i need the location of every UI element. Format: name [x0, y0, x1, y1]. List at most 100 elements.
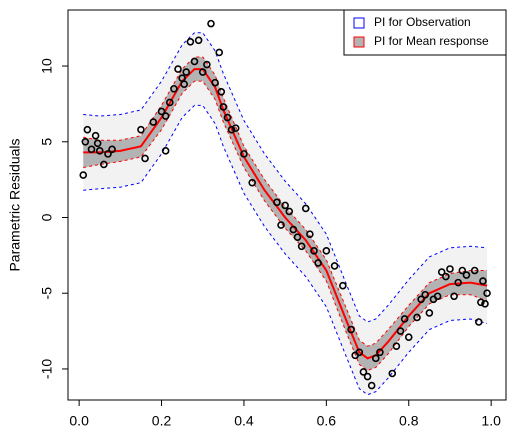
point [182, 68, 191, 76]
point [392, 342, 401, 351]
x-tick-label: 0.0 [69, 413, 89, 429]
point [475, 318, 483, 326]
point [141, 154, 149, 163]
point [421, 290, 430, 299]
point [161, 112, 170, 120]
point [355, 348, 364, 357]
x-tick-label: 0.2 [152, 413, 172, 429]
point [396, 327, 405, 335]
point [289, 225, 298, 234]
point [165, 98, 174, 107]
point [83, 125, 92, 134]
point [446, 265, 454, 273]
point [347, 325, 355, 334]
point [413, 313, 421, 322]
point [277, 221, 285, 229]
plot-frame [67, 9, 507, 401]
point [454, 278, 463, 287]
point [481, 300, 489, 308]
point [376, 348, 384, 357]
point [87, 145, 96, 154]
y-tick-label: -5 [39, 287, 55, 300]
point [137, 125, 145, 134]
legend-box [343, 9, 507, 56]
point [207, 19, 215, 28]
point [149, 118, 158, 126]
point [186, 38, 195, 46]
point [219, 103, 228, 111]
y-axis-title: Parametric Residuals [7, 138, 23, 271]
point [273, 198, 281, 207]
legend-swatch [353, 17, 365, 29]
point [217, 87, 226, 96]
point [227, 125, 236, 134]
point [223, 113, 232, 122]
point [174, 65, 182, 73]
legend-swatch [353, 36, 365, 48]
point [293, 233, 302, 241]
x-tick-label: 0.8 [399, 413, 419, 429]
point [203, 60, 211, 69]
point [483, 289, 491, 298]
point [437, 268, 446, 276]
point [417, 295, 425, 304]
point [108, 145, 116, 154]
point [367, 381, 376, 390]
point [297, 242, 306, 251]
y-tick-label: 5 [39, 138, 55, 146]
point [180, 80, 188, 89]
point [330, 262, 339, 270]
point [91, 131, 100, 140]
point [93, 139, 102, 148]
point [359, 368, 368, 376]
point [211, 78, 219, 87]
point [371, 354, 380, 363]
point [285, 207, 294, 216]
point [322, 247, 331, 255]
band-lower [83, 80, 488, 372]
point [388, 369, 397, 378]
point [310, 247, 318, 255]
point [79, 171, 88, 179]
point [400, 315, 409, 323]
band-lower [83, 104, 488, 396]
point [477, 298, 485, 307]
point [404, 333, 413, 341]
point [450, 292, 458, 301]
legend-label: PI for Observation [374, 15, 471, 29]
point [314, 259, 322, 267]
y-tick-label: -10 [39, 359, 55, 379]
y-tick-label: 10 [39, 58, 55, 74]
point [281, 201, 289, 210]
point [95, 147, 104, 155]
band-fill [83, 56, 488, 371]
point [215, 48, 224, 57]
point [248, 178, 256, 187]
point [231, 124, 240, 132]
fit-line [83, 68, 488, 360]
x-tick-label: 1.0 [481, 413, 501, 429]
x-tick-label: 0.4 [234, 413, 254, 429]
point [104, 150, 112, 158]
point [100, 160, 108, 169]
point [157, 107, 166, 116]
point [301, 204, 310, 213]
point [339, 281, 347, 290]
point [198, 68, 207, 76]
point [306, 230, 314, 238]
point [470, 266, 479, 275]
point [170, 84, 178, 93]
point [425, 309, 434, 317]
point [462, 271, 471, 279]
point [240, 150, 248, 158]
point [190, 57, 199, 66]
point [194, 36, 203, 45]
legend-label: PI for Mean response [374, 34, 489, 48]
point [81, 137, 90, 146]
point [458, 266, 467, 275]
legend: PI for Observation PI for Mean response [343, 9, 507, 56]
point [363, 372, 372, 381]
point [433, 292, 442, 301]
y-tick-label: 0 [39, 213, 55, 221]
